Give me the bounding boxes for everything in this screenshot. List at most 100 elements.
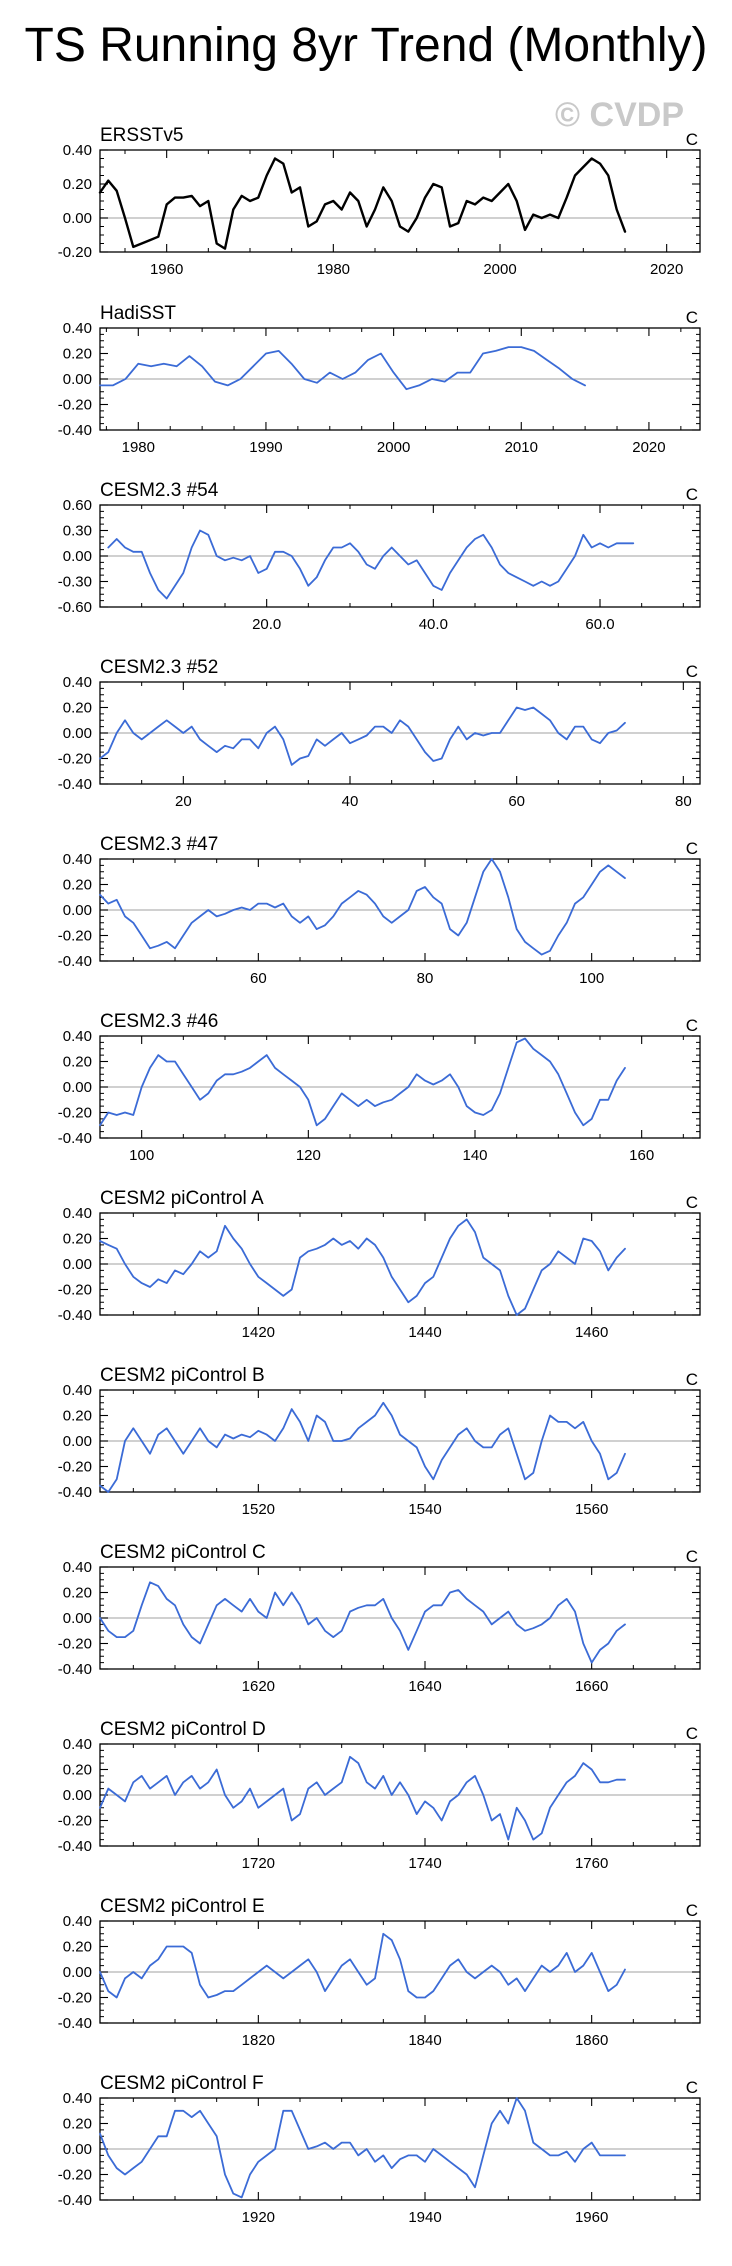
y-tick-label: -0.20: [58, 1459, 92, 1476]
y-tick-label: 0.00: [63, 1079, 92, 1096]
units-label: C: [686, 485, 698, 504]
x-tick-label: 60.0: [585, 616, 614, 633]
y-tick-label: 0.40: [63, 1736, 92, 1753]
units-label: C: [686, 839, 698, 858]
y-tick-label: 0.00: [63, 902, 92, 919]
y-tick-label: 0.00: [63, 1787, 92, 1804]
y-tick-label: -0.40: [58, 953, 92, 970]
panel-title: CESM2 piControl A: [100, 1188, 264, 1209]
x-tick-label: 1720: [242, 1855, 275, 1872]
panel-7: CESM2 piControl A C -0.40 -0.20 0.00 0.20 0.40…: [58, 1188, 701, 1341]
panel-title: CESM2.3 #54: [100, 480, 219, 501]
y-tick-label: 0.00: [63, 1610, 92, 1627]
y-tick-label: 0.00: [63, 210, 92, 227]
y-tick-label: 0.40: [63, 1559, 92, 1576]
panel-title: CESM2 piControl B: [100, 1365, 265, 1386]
panel-title: HadiSST: [100, 303, 176, 324]
x-tick-label: 100: [579, 970, 604, 987]
series-line: [98, 157, 627, 250]
panel-11: CESM2 piControl E C -0.40 -0.20 0.00 0.20 0.40…: [58, 1896, 701, 2049]
y-tick-label: 0.40: [63, 320, 92, 337]
y-tick-label: 0.00: [63, 1433, 92, 1450]
panel-3: CESM2.3 #54 C -0.60 -0.30 0.00 0.30 0.60 20.0 40…: [58, 480, 701, 633]
y-tick-label: 0.20: [63, 1231, 92, 1248]
y-tick-label: 0.00: [63, 548, 92, 565]
x-tick-label: 1990: [249, 439, 282, 456]
y-tick-label: -0.20: [58, 1282, 92, 1299]
y-tick-label: 0.20: [63, 700, 92, 717]
y-tick-label: 0.20: [63, 1585, 92, 1602]
y-tick-label: -0.40: [58, 2192, 92, 2209]
y-tick-label: -0.40: [58, 1130, 92, 1147]
y-tick-label: -0.20: [58, 244, 92, 261]
x-tick-label: 1440: [408, 1324, 441, 1341]
x-tick-label: 1460: [575, 1324, 608, 1341]
panel-2: HadiSST C -0.40 -0.20 0.00 0.20 0.40 1980 1990 20…: [58, 303, 701, 456]
x-tick-label: 1540: [408, 1501, 441, 1518]
y-tick-label: 0.00: [63, 2141, 92, 2158]
series-line: [99, 706, 626, 766]
x-tick-label: 1560: [575, 1501, 608, 1518]
y-tick-label: 0.60: [63, 497, 92, 514]
y-tick-label: 0.40: [63, 2090, 92, 2107]
x-tick-label: 1860: [575, 2032, 608, 2049]
series-line: [99, 1932, 626, 1999]
units-label: C: [686, 308, 698, 327]
y-tick-label: 0.40: [63, 1382, 92, 1399]
watermark: © CVDP: [555, 96, 684, 134]
panel-title: CESM2 piControl C: [100, 1542, 266, 1563]
series-line: [99, 1581, 626, 1664]
panel-5: CESM2.3 #47 C -0.40 -0.20 0.00 0.20 0.40 60 80 10…: [58, 834, 701, 987]
x-tick-label: 2020: [650, 261, 683, 278]
units-label: C: [686, 2078, 698, 2097]
y-tick-label: 0.40: [63, 674, 92, 691]
y-tick-label: 0.20: [63, 346, 92, 363]
y-tick-label: -0.40: [58, 1484, 92, 1501]
y-tick-label: -0.40: [58, 2015, 92, 2032]
y-tick-label: -0.40: [58, 1661, 92, 1678]
panel-title: CESM2.3 #47: [100, 834, 218, 855]
series-line: [99, 2097, 626, 2199]
panel-title: CESM2.3 #52: [100, 657, 218, 678]
y-tick-label: -0.20: [58, 928, 92, 945]
y-tick-label: 0.00: [63, 1256, 92, 1273]
x-tick-label: 20: [175, 793, 192, 810]
plot-frame: [99, 149, 701, 253]
x-tick-label: 1960: [575, 2209, 608, 2226]
x-tick-label: 1640: [408, 1678, 441, 1695]
panel-6: CESM2.3 #46 C -0.40 -0.20 0.00 0.20 0.40 100 120…: [58, 1011, 701, 1164]
y-tick-label: -0.20: [58, 1105, 92, 1122]
x-tick-label: 1760: [575, 1855, 608, 1872]
units-label: C: [686, 1901, 698, 1920]
series-line: [99, 346, 586, 391]
series-line: [99, 858, 626, 956]
x-tick-label: 120: [296, 1147, 321, 1164]
units-label: C: [686, 1724, 698, 1743]
y-tick-label: 0.40: [63, 1913, 92, 1930]
y-tick-label: 0.00: [63, 1964, 92, 1981]
x-tick-label: 20.0: [252, 616, 281, 633]
panel-title: CESM2 piControl E: [100, 1896, 265, 1917]
y-tick-label: 0.40: [63, 1205, 92, 1222]
series-line: [99, 1401, 626, 1493]
y-tick-label: 0.20: [63, 176, 92, 193]
y-tick-label: -0.20: [58, 751, 92, 768]
y-tick-label: -0.60: [58, 599, 92, 616]
y-tick-label: 0.20: [63, 2116, 92, 2133]
x-tick-label: 1920: [242, 2209, 275, 2226]
x-tick-label: 2020: [632, 439, 665, 456]
y-tick-label: 0.40: [63, 1028, 92, 1045]
panel-title: ERSSTv5: [100, 125, 183, 146]
series-line: [107, 529, 635, 600]
x-tick-label: 1420: [242, 1324, 275, 1341]
x-tick-label: 100: [129, 1147, 154, 1164]
x-tick-label: 2000: [483, 261, 516, 278]
y-tick-label: 0.40: [63, 851, 92, 868]
y-tick-label: 0.00: [63, 371, 92, 388]
units-label: C: [686, 1193, 698, 1212]
series-line: [99, 1755, 626, 1841]
y-tick-label: 0.30: [63, 523, 92, 540]
y-tick-label: -0.20: [58, 1636, 92, 1653]
y-tick-label: 0.20: [63, 1054, 92, 1071]
